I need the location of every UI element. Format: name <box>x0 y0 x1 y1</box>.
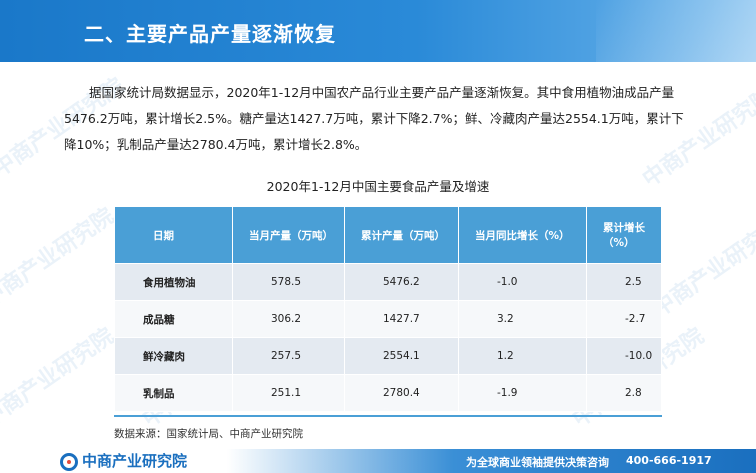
table-cell: -10.0 <box>586 337 662 375</box>
table-cell: -1.9 <box>458 374 587 412</box>
footer-logo-text: 中商产业研究院 <box>82 452 188 470</box>
page-title: 二、主要产品产量逐渐恢复 <box>84 22 336 46</box>
column-header: 累计增长（%） <box>586 206 662 264</box>
table-cell: -1.0 <box>458 263 587 301</box>
table-row: 鲜冷藏肉 257.5 2554.1 1.2 -10.0 <box>114 337 662 375</box>
table-cell: 306.2 <box>232 300 345 338</box>
table-row: 乳制品 251.1 2780.4 -1.9 2.8 <box>114 374 662 412</box>
table-cell: 2.5 <box>586 263 662 301</box>
row-label: 乳制品 <box>114 374 233 412</box>
data-source: 数据来源：国家统计局、中商产业研究院 <box>114 428 303 440</box>
data-table: 日期 当月产量（万吨） 累计产量（万吨） 当月同比增长（%） 累计增长（%） 食… <box>114 206 662 412</box>
table-cell: 5476.2 <box>344 263 459 301</box>
header-accent <box>596 0 756 62</box>
footer-logo: 中商产业研究院 <box>60 450 187 471</box>
watermark: 中商产业研究院 <box>0 203 119 313</box>
table-cell: 578.5 <box>232 263 345 301</box>
table-bottom-line <box>114 415 662 417</box>
footer-phone: 400-666-1917 <box>626 454 712 467</box>
footer-bar <box>0 449 756 473</box>
table-header-row: 日期 当月产量（万吨） 累计产量（万吨） 当月同比增长（%） 累计增长（%） <box>114 206 662 264</box>
table-cell: 3.2 <box>458 300 587 338</box>
row-label: 成品糖 <box>114 300 233 338</box>
table-row: 食用植物油 578.5 5476.2 -1.0 2.5 <box>114 263 662 301</box>
table-cell: 2554.1 <box>344 337 459 375</box>
table-cell: -2.7 <box>586 300 662 338</box>
logo-icon <box>60 452 78 471</box>
watermark: 中商产业研究院 <box>0 323 119 433</box>
table-cell: 251.1 <box>232 374 345 412</box>
table-cell: 2.8 <box>586 374 662 412</box>
column-header: 当月同比增长（%） <box>458 206 587 264</box>
table-cell: 257.5 <box>232 337 345 375</box>
row-label: 食用植物油 <box>114 263 233 301</box>
footer-slogan: 为全球商业领袖提供决策咨询 <box>466 456 609 469</box>
table-cell: 1.2 <box>458 337 587 375</box>
column-header: 累计产量（万吨） <box>344 206 459 264</box>
table-row: 成品糖 306.2 1427.7 3.2 -2.7 <box>114 300 662 338</box>
column-header: 当月产量（万吨） <box>232 206 345 264</box>
table-title: 2020年1-12月中国主要食品产量及增速 <box>266 179 490 194</box>
row-label: 鲜冷藏肉 <box>114 337 233 375</box>
table-cell: 1427.7 <box>344 300 459 338</box>
header-bar <box>0 0 756 62</box>
intro-paragraph: 据国家统计局数据显示，2020年1-12月中国农产品行业主要产品产量逐渐恢复。其… <box>64 85 684 152</box>
table-cell: 2780.4 <box>344 374 459 412</box>
column-header: 日期 <box>114 206 233 264</box>
